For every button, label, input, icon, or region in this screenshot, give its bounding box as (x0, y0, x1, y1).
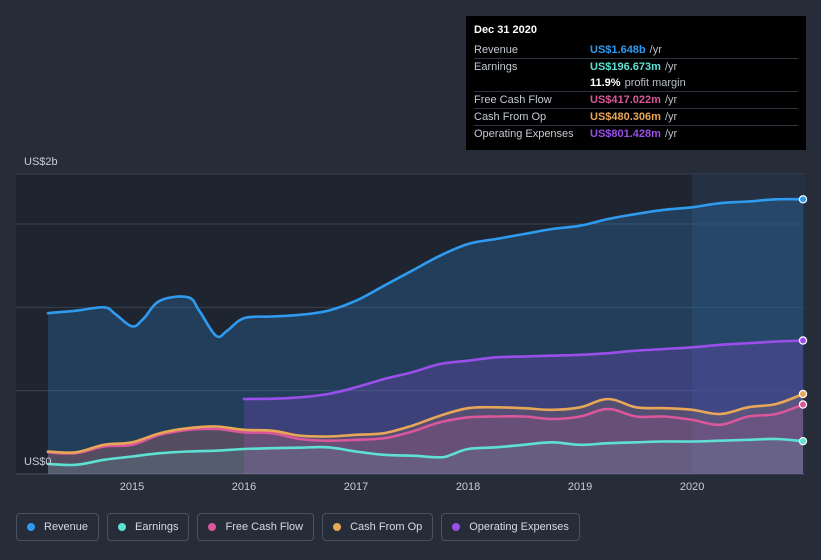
series-end-markers (798, 195, 808, 446)
line-cash-from-op (46, 392, 805, 454)
dot-icon (452, 523, 461, 531)
legend: Revenue Earnings Free Cash Flow Cash Fro… (16, 513, 580, 541)
dot-icon (208, 523, 217, 531)
tooltip-label: Operating Expenses (474, 128, 574, 140)
tooltip-label: Cash From Op (474, 111, 547, 123)
tooltip-label: Revenue (474, 44, 519, 56)
tooltip-label: Free Cash Flow (474, 94, 552, 106)
line-operating-expenses (242, 339, 805, 401)
x-tick-label: 2018 (455, 481, 481, 493)
legend-label: Operating Expenses (469, 521, 569, 533)
legend-label: Revenue (44, 521, 89, 533)
tooltip-unit: /yr (664, 128, 678, 140)
end-marker-revenue[interactable] (798, 195, 808, 204)
end-marker-cash-from-op[interactable] (798, 389, 808, 399)
tooltip-panel: Dec 31 2020 Revenue US$1.648b /yr Earnin… (466, 16, 806, 150)
legend-item-operating-expenses[interactable]: Operating Expenses (441, 513, 580, 541)
tooltip-unit: /yr (664, 111, 678, 123)
tooltip-value: US$196.673m (590, 61, 661, 73)
dot-icon (333, 523, 342, 531)
end-marker-earnings[interactable] (798, 436, 808, 446)
line-earnings (46, 437, 805, 467)
tooltip-row-revenue: Revenue US$1.648b /yr (474, 42, 798, 58)
tooltip-row-earnings: Earnings US$196.673m /yr (474, 58, 798, 75)
tooltip-unit: profit margin (624, 77, 686, 89)
tooltip-row-profit-margin: 11.9% profit margin (474, 75, 798, 91)
tooltip-unit: /yr (664, 94, 678, 106)
dot-icon (27, 523, 35, 531)
area-earnings (48, 438, 803, 474)
line-revenue (46, 197, 805, 339)
area-cash-from-op (48, 394, 803, 474)
tooltip-label: Earnings (474, 61, 518, 73)
legend-item-cash-from-op[interactable]: Cash From Op (322, 513, 434, 541)
tooltip-row-free-cash-flow: Free Cash Flow US$417.022m /yr (474, 91, 798, 108)
tooltip-unit: /yr (649, 44, 662, 56)
tooltip-row-cash-from-op: Cash From Op US$480.306m /yr (474, 108, 798, 125)
x-tick-label: 2017 (343, 481, 369, 493)
tooltip-unit: /yr (664, 61, 678, 73)
tooltip-row-operating-expenses: Operating Expenses US$801.428m /yr (474, 125, 798, 142)
end-marker-free-cash-flow[interactable] (798, 400, 808, 409)
tooltip-date: Dec 31 2020 (474, 24, 537, 36)
legend-item-revenue[interactable]: Revenue (16, 513, 100, 541)
tooltip-value: US$480.306m (590, 111, 661, 123)
y-axis-top-label: US$2b (24, 156, 58, 168)
x-tick-label: 2015 (119, 481, 145, 493)
gridlines (16, 173, 805, 475)
legend-item-earnings[interactable]: Earnings (107, 513, 190, 541)
x-tick-label: 2019 (567, 481, 593, 493)
x-tick-label: 2020 (679, 481, 705, 493)
end-marker-operating-expenses[interactable] (798, 336, 808, 345)
tooltip-value: US$1.648b (590, 44, 646, 56)
tooltip-value: US$801.428m (590, 128, 661, 140)
dot-icon (118, 523, 127, 531)
tooltip-value: US$417.022m (590, 94, 661, 106)
area-revenue (48, 199, 803, 474)
area-free-cash-flow (48, 404, 803, 474)
series-lines (46, 197, 805, 467)
legend-label: Free Cash Flow (225, 521, 304, 533)
legend-label: Cash From Op (350, 521, 423, 533)
line-free-cash-flow (46, 403, 805, 455)
tooltip-value: 11.9% (590, 77, 621, 89)
legend-label: Earnings (135, 521, 179, 533)
legend-item-free-cash-flow[interactable]: Free Cash Flow (197, 513, 315, 541)
x-tick-label: 2016 (231, 481, 257, 493)
y-axis-bottom-label: US$0 (24, 456, 52, 468)
